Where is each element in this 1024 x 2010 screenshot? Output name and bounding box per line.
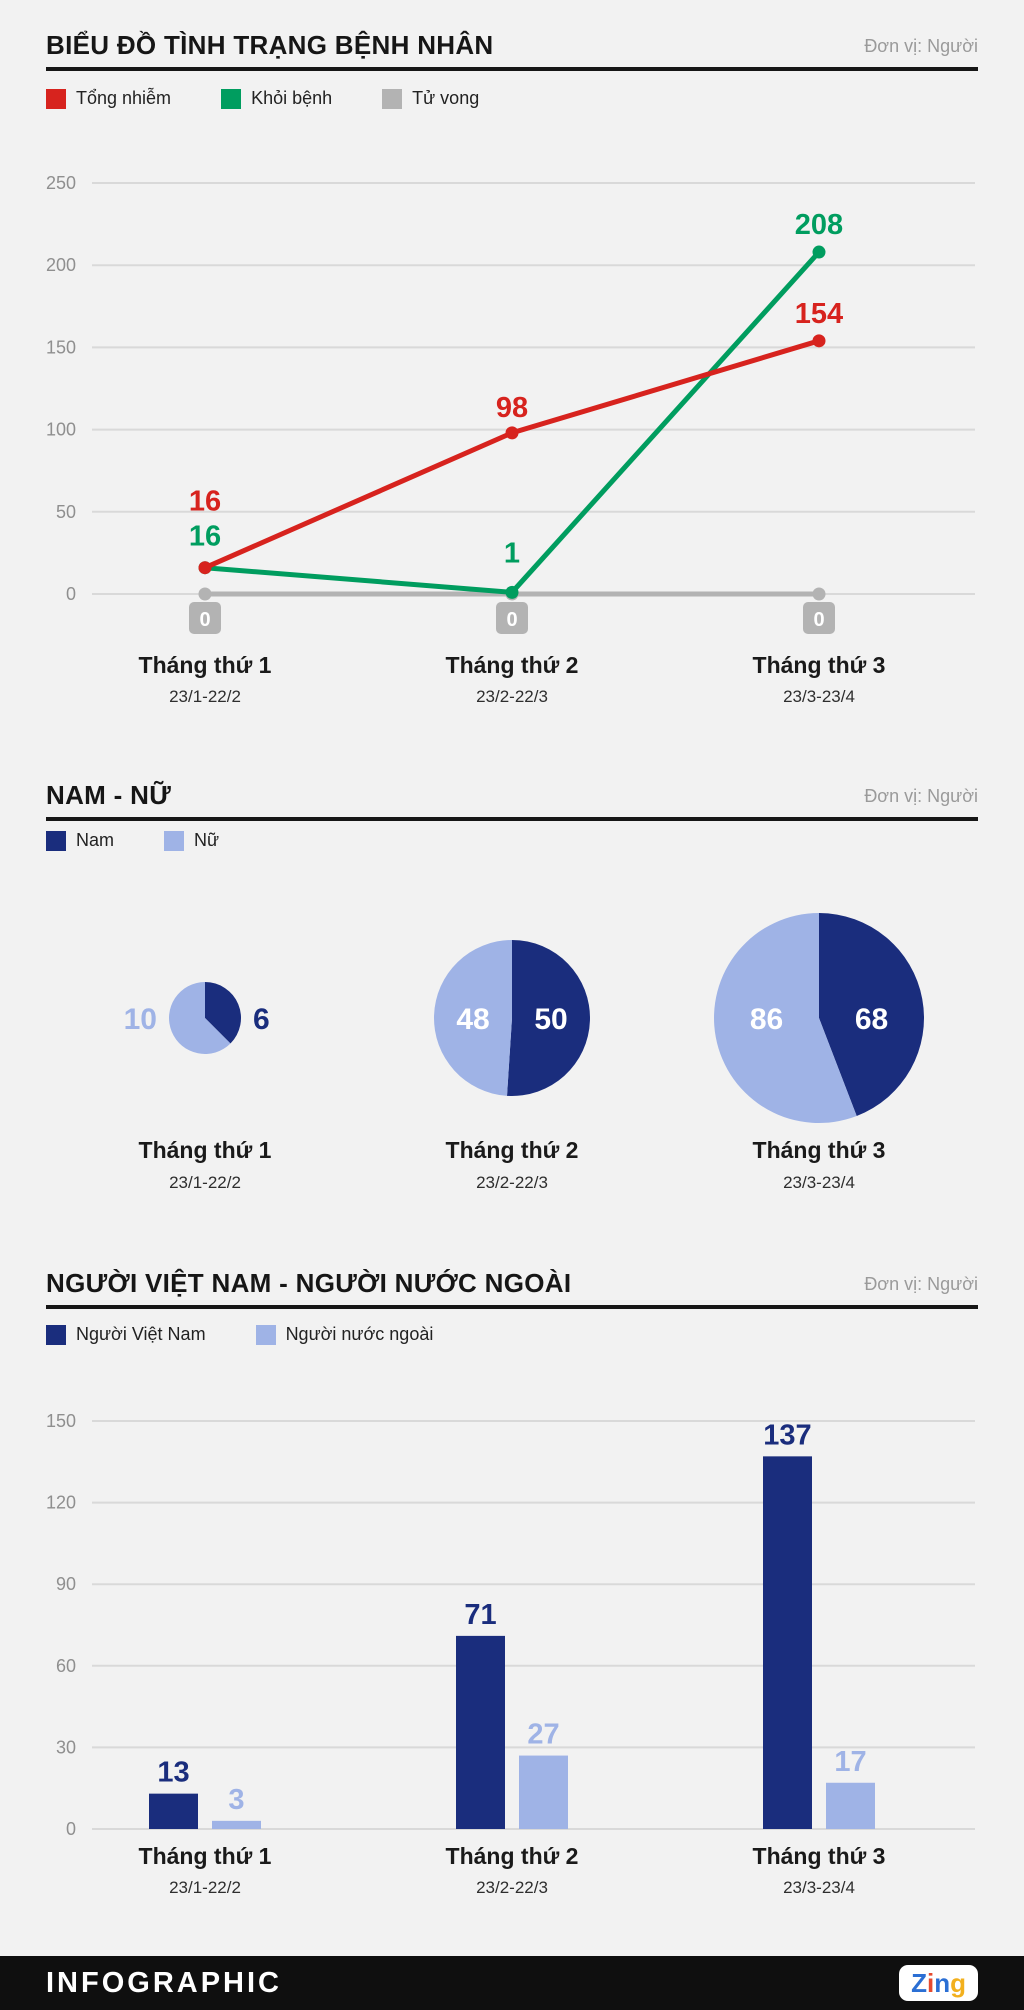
- svg-text:200: 200: [46, 255, 76, 275]
- legend-item-nu: Nữ: [164, 830, 219, 851]
- gray-swatch-icon: [382, 88, 403, 109]
- gender-section-title: NAM - NỮ: [46, 780, 172, 810]
- svg-text:50: 50: [534, 1003, 567, 1036]
- legend-item-nuoc-ngoai: Người nước ngoài: [255, 1324, 434, 1345]
- legend-item-viet-nam: Người Việt Nam: [46, 1324, 206, 1345]
- svg-text:0: 0: [199, 609, 210, 631]
- svg-text:3: 3: [228, 1784, 244, 1816]
- svg-text:13: 13: [157, 1757, 189, 1789]
- nationality-bar-chart: 0 30 60 90 120 150 13 71 137 3 27 17 Tháng thứ 1 23/1…: [46, 1411, 975, 1897]
- infographic-brand-text: INFOGRAPHIC: [46, 1966, 282, 1999]
- nationality-unit-label: Đơn vị: Người: [864, 1274, 978, 1294]
- navy-swatch-icon: [46, 830, 66, 851]
- svg-text:0: 0: [66, 584, 76, 604]
- nationality-legend: Người Việt Nam Người nước ngoài: [46, 1324, 433, 1345]
- svg-text:23/2-22/3: 23/2-22/3: [476, 687, 548, 706]
- svg-text:17: 17: [834, 1746, 866, 1778]
- svg-text:16: 16: [189, 486, 221, 518]
- legend-label-tong-nhiem: Tổng nhiễm: [76, 88, 172, 108]
- svg-text:Tháng thứ 1: Tháng thứ 1: [139, 652, 272, 678]
- legend-item-tu-vong: Tử vong: [382, 88, 479, 109]
- gender-pie-chart: 10 6 Tháng thứ 1 23/1-22/2 48 50 Tháng thứ 2 23…: [124, 913, 925, 1192]
- svg-text:250: 250: [46, 173, 76, 193]
- nationality-section-title: NGƯỜI VIỆT NAM - NGƯỜI NƯỚC NGOÀI: [46, 1268, 572, 1298]
- svg-text:6: 6: [253, 1003, 270, 1036]
- legend-label-khoi-benh: Khỏi bệnh: [251, 88, 333, 108]
- svg-text:1: 1: [504, 537, 520, 569]
- svg-text:30: 30: [56, 1737, 76, 1757]
- svg-text:48: 48: [456, 1003, 489, 1036]
- legend-label-nam: Nam: [76, 830, 115, 850]
- legend-item-khoi-benh: Khỏi bệnh: [221, 88, 332, 109]
- navy-swatch-icon: [46, 1324, 66, 1345]
- status-section-title: BIỂU ĐỒ TÌNH TRẠNG BỆNH NHÂN: [46, 30, 494, 60]
- svg-text:Tháng thứ 2: Tháng thứ 2: [446, 1137, 579, 1163]
- svg-text:23/2-22/3: 23/2-22/3: [476, 1878, 548, 1897]
- svg-text:0: 0: [506, 609, 517, 631]
- gender-unit-label: Đơn vị: Người: [864, 786, 978, 806]
- svg-text:150: 150: [46, 1411, 76, 1431]
- svg-text:98: 98: [496, 392, 528, 424]
- svg-text:100: 100: [46, 420, 76, 440]
- svg-text:23/3-23/4: 23/3-23/4: [783, 1878, 855, 1897]
- svg-text:23/2-22/3: 23/2-22/3: [476, 1173, 548, 1192]
- svg-text:23/1-22/2: 23/1-22/2: [169, 687, 241, 706]
- lightblue-swatch-icon: [255, 1324, 276, 1345]
- svg-text:23/3-23/4: 23/3-23/4: [783, 687, 855, 706]
- svg-text:0: 0: [813, 609, 824, 631]
- svg-text:68: 68: [855, 1003, 888, 1036]
- status-legend: Tổng nhiễm Khỏi bệnh Tử vong: [46, 88, 479, 109]
- svg-text:16: 16: [189, 521, 221, 553]
- svg-text:27: 27: [527, 1719, 559, 1751]
- svg-text:150: 150: [46, 337, 76, 357]
- svg-text:120: 120: [46, 1493, 76, 1513]
- svg-text:Tháng thứ 2: Tháng thứ 2: [446, 652, 579, 678]
- zing-logo: Zing: [899, 1965, 978, 2001]
- gender-section-header: NAM - NỮ Đơn vị: Người: [46, 780, 978, 821]
- svg-text:50: 50: [56, 502, 76, 522]
- footer-bar: INFOGRAPHIC Zing: [0, 1956, 1024, 2010]
- svg-text:10: 10: [124, 1003, 157, 1036]
- legend-label-nu: Nữ: [194, 830, 220, 850]
- svg-text:137: 137: [763, 1419, 811, 1451]
- legend-label-tu-vong: Tử vong: [412, 88, 480, 108]
- svg-text:Tháng thứ 3: Tháng thứ 3: [753, 1843, 886, 1869]
- gender-legend: Nam Nữ: [46, 830, 219, 851]
- svg-text:60: 60: [56, 1656, 76, 1676]
- red-swatch-icon: [46, 88, 66, 109]
- svg-text:86: 86: [750, 1003, 783, 1036]
- svg-text:0: 0: [66, 1819, 76, 1839]
- svg-text:23/3-23/4: 23/3-23/4: [783, 1173, 855, 1192]
- svg-text:Tháng thứ 1: Tháng thứ 1: [139, 1843, 272, 1869]
- svg-text:71: 71: [464, 1599, 496, 1631]
- status-section-header: BIỂU ĐỒ TÌNH TRẠNG BỆNH NHÂN Đơn vị: Ngư…: [46, 30, 978, 71]
- svg-text:Tháng thứ 2: Tháng thứ 2: [446, 1843, 579, 1869]
- svg-text:Tháng thứ 3: Tháng thứ 3: [753, 1137, 886, 1163]
- status-unit-label: Đơn vị: Người: [864, 36, 978, 56]
- green-swatch-icon: [221, 88, 242, 109]
- svg-text:23/1-22/2: 23/1-22/2: [169, 1173, 241, 1192]
- svg-text:23/1-22/2: 23/1-22/2: [169, 1878, 241, 1897]
- lightblue-swatch-icon: [164, 830, 185, 851]
- legend-label-nuoc-ngoai: Người nước ngoài: [285, 1324, 434, 1344]
- svg-text:Tháng thứ 1: Tháng thứ 1: [139, 1137, 272, 1163]
- legend-item-tong-nhiem: Tổng nhiễm: [46, 88, 171, 109]
- svg-text:208: 208: [795, 209, 843, 241]
- svg-text:90: 90: [56, 1574, 76, 1594]
- svg-text:154: 154: [795, 298, 843, 330]
- status-line-chart: 0 50 100 150 200 250 16 98 154 16 1 208 0 0 0 Tháng thứ…: [46, 173, 975, 706]
- legend-label-viet-nam: Người Việt Nam: [76, 1324, 206, 1344]
- nationality-section-header: NGƯỜI VIỆT NAM - NGƯỜI NƯỚC NGOÀI Đơn vị…: [46, 1268, 978, 1309]
- legend-item-nam: Nam: [46, 830, 114, 851]
- svg-text:Tháng thứ 3: Tháng thứ 3: [753, 652, 886, 678]
